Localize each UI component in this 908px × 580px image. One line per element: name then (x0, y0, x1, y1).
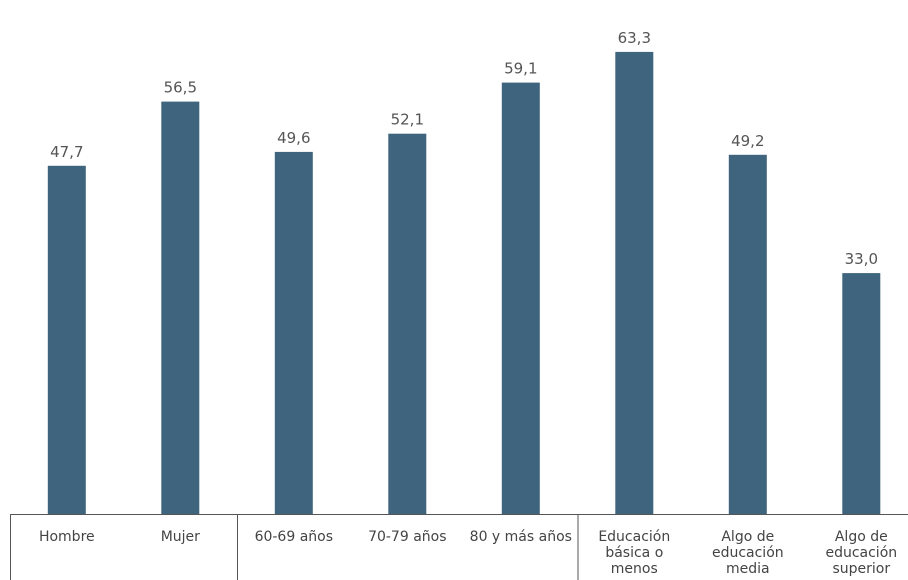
value-label-6: 63,3 (618, 29, 651, 47)
value-labels-layer: 47,7 56,5 49,6 52,1 59,1 63,3 49,2 33,0 (50, 29, 878, 268)
bar-4 (388, 133, 427, 514)
category-label-line: 60-69 años (255, 529, 333, 545)
category-label-line: Algo de (721, 529, 774, 545)
category-label-line: educación (825, 545, 897, 561)
value-label-5: 59,1 (504, 60, 537, 78)
bar-2 (161, 101, 200, 514)
value-label-4: 52,1 (391, 111, 424, 129)
bars-layer (47, 51, 881, 515)
bar-6 (615, 51, 654, 515)
category-label-line: media (726, 561, 770, 577)
value-label-8: 33,0 (845, 250, 878, 268)
category-label-3: 60-69 años (255, 529, 333, 545)
bar-5 (501, 82, 540, 514)
bar-8 (842, 273, 881, 514)
bar-1 (47, 165, 86, 515)
value-label-7: 49,2 (731, 132, 764, 150)
category-label-line: menos (611, 561, 658, 577)
category-label-line: educación (712, 545, 784, 561)
category-label-4: 70-79 años (368, 529, 446, 545)
value-label-3: 49,6 (277, 129, 310, 147)
category-label-5: 80 y más años (470, 529, 572, 545)
category-label-line: 80 y más años (470, 529, 572, 545)
category-label-1: Hombre (39, 529, 95, 545)
category-label-6: Educación básica o menos (598, 529, 670, 577)
category-labels-layer: Hombre Mujer 60-69 años 70-79 años 80 y más … (39, 529, 897, 577)
value-label-2: 56,5 (164, 79, 197, 97)
category-label-2: Mujer (161, 529, 200, 545)
category-label-line: básica o (605, 545, 663, 561)
category-label-line: superior (832, 561, 890, 577)
category-label-line: 70-79 años (368, 529, 446, 545)
category-label-line: Mujer (161, 529, 200, 545)
bar-3 (274, 151, 313, 514)
category-label-line: Educación (598, 529, 670, 545)
bar-7 (728, 154, 767, 515)
value-label-1: 47,7 (50, 143, 83, 161)
category-label-line: Algo de (835, 529, 888, 545)
x-axis (10, 514, 908, 580)
category-label-line: Hombre (39, 529, 95, 545)
category-label-7: Algo de educación media (712, 529, 784, 577)
category-label-8: Algo de educación superior (825, 529, 897, 577)
